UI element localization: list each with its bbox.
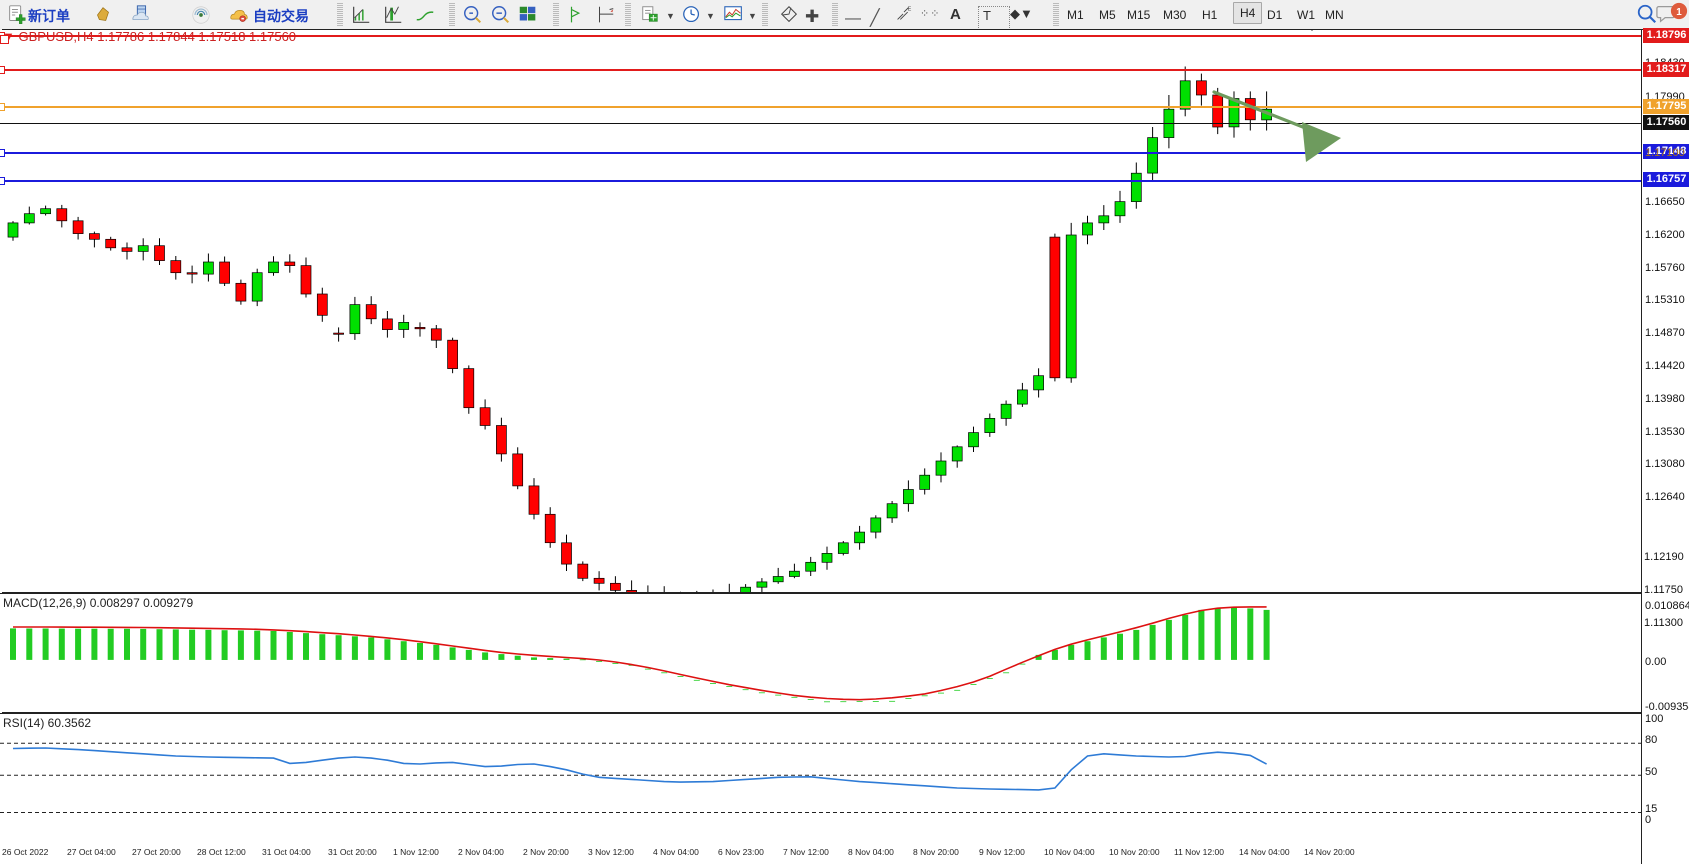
svg-text:E: E [908, 6, 912, 12]
svg-text:1: 1 [1676, 7, 1682, 18]
